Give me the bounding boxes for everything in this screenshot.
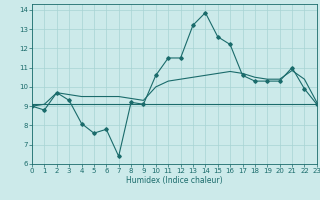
X-axis label: Humidex (Indice chaleur): Humidex (Indice chaleur)	[126, 176, 223, 185]
